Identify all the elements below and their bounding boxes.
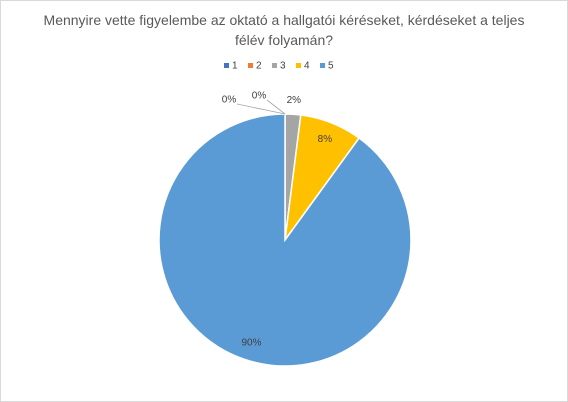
pie-slice bbox=[158, 113, 412, 367]
legend-marker bbox=[272, 63, 277, 68]
chart-title: Mennyire vette figyelembe az oktató a ha… bbox=[43, 12, 525, 48]
legend-label: 5 bbox=[328, 61, 334, 72]
data-label: 90% bbox=[242, 338, 262, 349]
legend-label: 4 bbox=[304, 61, 310, 72]
legend-marker bbox=[224, 63, 229, 68]
legend-marker bbox=[320, 63, 325, 68]
data-label: 8% bbox=[318, 134, 333, 145]
legend-label: 1 bbox=[232, 61, 238, 72]
data-label: 0% bbox=[222, 95, 237, 106]
legend-marker bbox=[248, 63, 253, 68]
legend-label: 3 bbox=[280, 61, 286, 72]
legend-marker bbox=[296, 63, 301, 68]
data-label: 0% bbox=[252, 91, 267, 102]
data-label: 2% bbox=[287, 95, 302, 106]
leader-line bbox=[266, 99, 286, 115]
legend-label: 2 bbox=[256, 61, 262, 72]
leader-line bbox=[236, 103, 286, 115]
